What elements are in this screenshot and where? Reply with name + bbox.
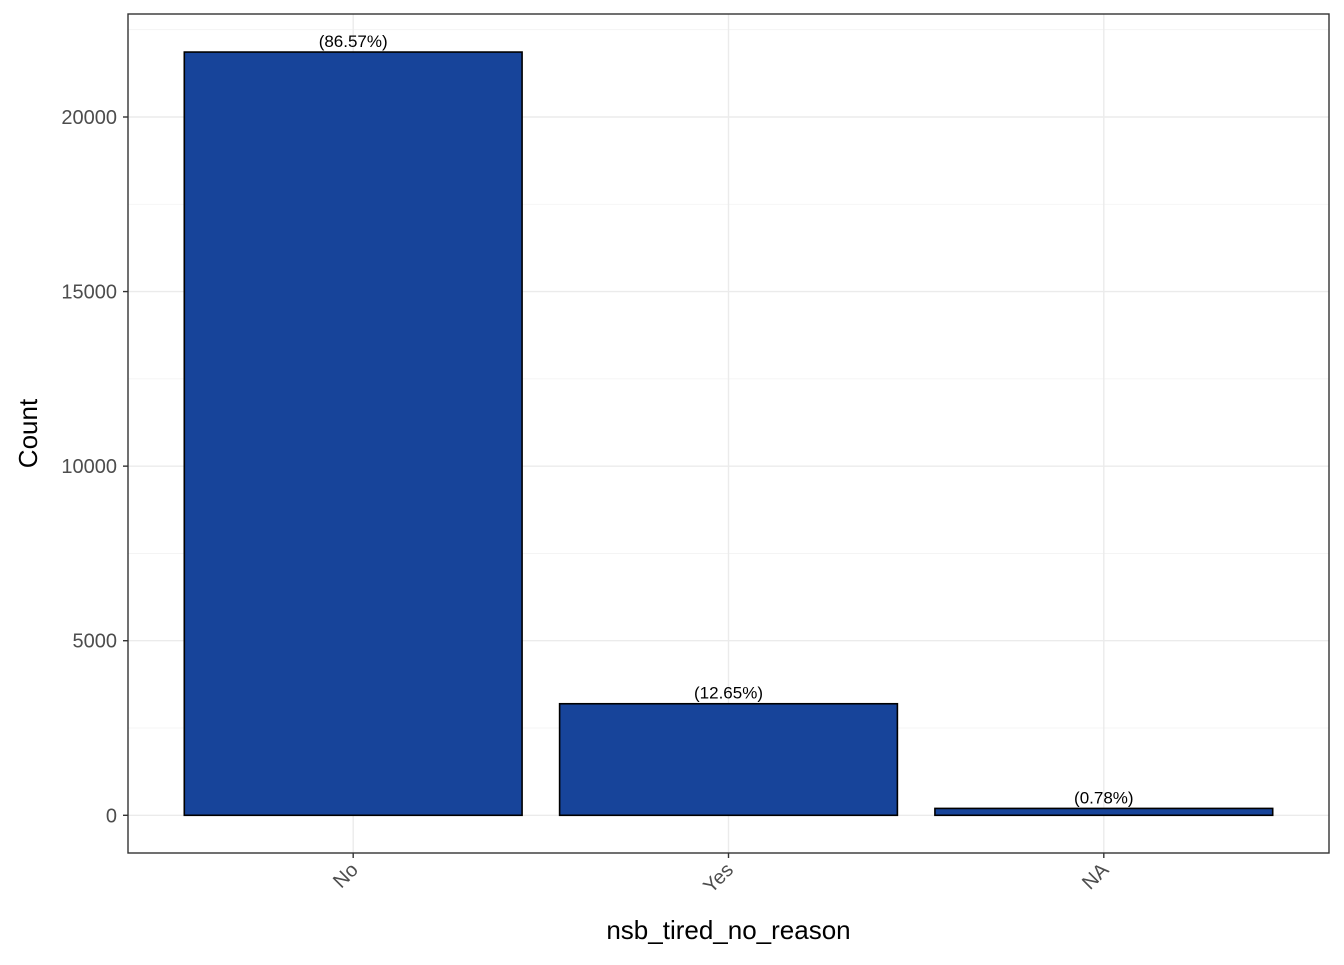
bar-na <box>934 807 1274 817</box>
data-label: (86.57%) <box>319 32 388 51</box>
x-tick-label: Yes <box>699 859 738 898</box>
bar-yes <box>558 702 899 817</box>
x-tick-label: No <box>329 859 363 893</box>
y-tick-label: 20000 <box>61 107 117 129</box>
y-tick-label: 10000 <box>61 456 117 478</box>
y-axis: 0 5000 10000 15000 20000 <box>61 107 128 827</box>
y-tick-label: 5000 <box>73 631 118 653</box>
data-labels: (86.57%) (12.65%) (0.78%) <box>319 32 1134 807</box>
bars <box>183 51 1274 817</box>
data-label: (0.78%) <box>1074 788 1134 807</box>
y-tick-label: 0 <box>106 805 117 827</box>
x-tick-label: NA <box>1078 859 1114 895</box>
y-axis-title: Count <box>13 398 43 468</box>
y-tick-label: 15000 <box>61 282 117 304</box>
data-label: (12.65%) <box>694 684 763 703</box>
x-axis: No Yes NA <box>329 853 1114 898</box>
bar-no <box>183 51 523 817</box>
x-axis-title: nsb_tired_no_reason <box>606 915 850 945</box>
